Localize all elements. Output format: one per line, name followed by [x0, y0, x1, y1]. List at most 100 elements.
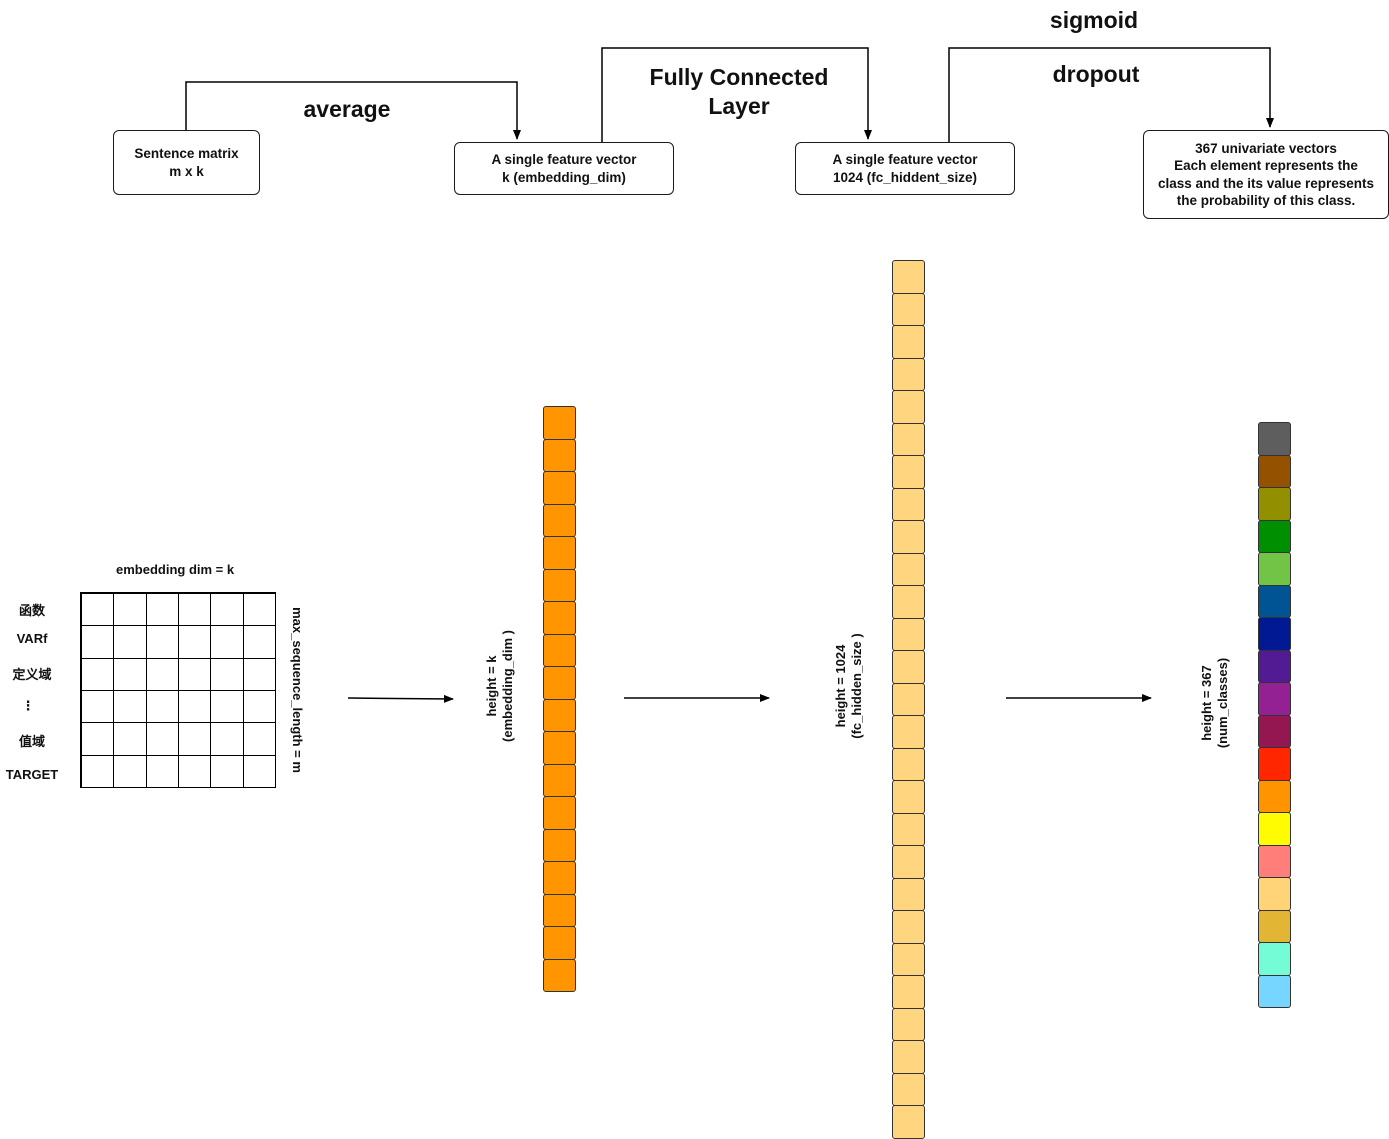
- vector-cell: [892, 487, 925, 521]
- sentence-matrix-line2: m x k: [169, 163, 204, 179]
- vector-cell: [1258, 487, 1291, 521]
- vector-cell: [543, 471, 576, 505]
- classes-vector: [1258, 422, 1291, 1008]
- step-average-label: average: [303, 96, 391, 122]
- vector-cell: [543, 828, 576, 862]
- vector-cell: [543, 958, 576, 992]
- vector-cell: [892, 552, 925, 586]
- matrix-cell: [210, 625, 244, 659]
- matrix-cell: [242, 754, 276, 788]
- vector-cell: [543, 503, 576, 537]
- vector-cell: [543, 601, 576, 635]
- sentence-matrix-box: Sentence matrix m x k: [113, 130, 260, 195]
- matrix-row-label: 值域: [18, 734, 45, 749]
- vector-cell: [892, 292, 925, 326]
- vector-cell: [892, 650, 925, 684]
- vector-cell: [543, 731, 576, 765]
- classes-count-text: (num_classes): [1215, 657, 1230, 749]
- matrix-side-label: max_sequence_length = m: [290, 607, 305, 773]
- vector-cell: [1258, 714, 1291, 748]
- hidden-vector-label: height = 1024 (fc_hidden_size ): [833, 633, 865, 738]
- feature-vector-1024-line2: 1024 (fc_hiddent_size): [832, 169, 978, 185]
- matrix-cell: [81, 690, 115, 724]
- vector-cell: [1258, 974, 1291, 1008]
- fc-connector: [601, 47, 872, 142]
- matrix-cell: [178, 722, 212, 756]
- vector-cell: [543, 406, 576, 440]
- vector-cell: [1258, 844, 1291, 878]
- vector-cell: [892, 715, 925, 749]
- matrix-cell: [210, 657, 244, 691]
- matrix-row-label: 定义域: [12, 667, 52, 682]
- vector-cell: [892, 1105, 925, 1139]
- matrix-cell: [242, 625, 276, 659]
- feature-vector-k-box: A single feature vector k (embedding_dim…: [454, 142, 674, 195]
- hidden-vector: [892, 260, 925, 1139]
- matrix-cell: [242, 657, 276, 691]
- matrix-title: embedding dim = k: [116, 562, 235, 577]
- vector-cell: [892, 682, 925, 716]
- step-dropout-label: dropout: [1052, 61, 1140, 87]
- feature-vector-1024-line1: A single feature vector: [832, 152, 978, 167]
- matrix-row-label: VARf: [16, 631, 48, 646]
- vector-cell: [892, 1007, 925, 1041]
- matrix-row-label: ⋮: [21, 698, 35, 713]
- matrix-cell: [178, 690, 212, 724]
- vector-cell: [1258, 682, 1291, 716]
- matrix-cell: [145, 625, 179, 659]
- matrix-cell: [145, 593, 179, 627]
- step-sigmoid-label: sigmoid: [1049, 7, 1139, 33]
- matrix-cell: [145, 722, 179, 756]
- classes-vector-label: height = 367 (num_classes): [1199, 658, 1231, 748]
- vector-cell: [892, 877, 925, 911]
- flow-arrow-1: [347, 694, 454, 703]
- vector-cell: [1258, 454, 1291, 488]
- matrix-cell: [113, 690, 147, 724]
- matrix-cell: [81, 593, 115, 627]
- matrix-cell: [81, 722, 115, 756]
- step-fc-label: Fully Connected Layer: [649, 64, 829, 119]
- matrix-cell: [81, 657, 115, 691]
- vector-cell: [892, 1040, 925, 1074]
- sentence-matrix-grid: [80, 592, 276, 788]
- vector-cell: [892, 812, 925, 846]
- vector-cell: [892, 357, 925, 391]
- matrix-cell: [178, 625, 212, 659]
- feature-vector-1024-box: A single feature vector 1024 (fc_hiddent…: [795, 142, 1015, 195]
- matrix-cell: [178, 657, 212, 691]
- vector-cell: [892, 260, 925, 294]
- vector-cell: [1258, 812, 1291, 846]
- hidden-height-text: height = 1024: [833, 644, 848, 728]
- vector-cell: [1258, 779, 1291, 813]
- matrix-cell: [242, 690, 276, 724]
- matrix-cell: [178, 754, 212, 788]
- matrix-cell: [242, 722, 276, 756]
- vector-cell: [543, 536, 576, 570]
- matrix-cell: [81, 754, 115, 788]
- embedding-height-text: height = k: [484, 655, 499, 717]
- vector-cell: [543, 926, 576, 960]
- feature-vector-k-line2: k (embedding_dim): [502, 169, 626, 185]
- matrix-row-label: TARGET: [5, 767, 59, 782]
- matrix-cell: [145, 754, 179, 788]
- feature-vector-k-line1: A single feature vector: [491, 152, 637, 167]
- matrix-cell: [113, 625, 147, 659]
- sigmoid-dropout-connector: [948, 47, 1274, 142]
- matrix-cell: [113, 722, 147, 756]
- classes-height-text: height = 367: [1199, 665, 1214, 741]
- vector-cell: [892, 455, 925, 489]
- matrix-cell: [81, 625, 115, 659]
- vector-cell: [892, 617, 925, 651]
- vector-cell: [892, 747, 925, 781]
- vector-cell: [1258, 617, 1291, 651]
- matrix-cell: [113, 754, 147, 788]
- matrix-cell: [113, 657, 147, 691]
- output-vectors-box: 367 univariate vectors Each element repr…: [1143, 130, 1389, 219]
- vector-cell: [892, 910, 925, 944]
- matrix-row-label: 函数: [18, 603, 45, 618]
- vector-cell: [543, 893, 576, 927]
- vector-cell: [543, 438, 576, 472]
- vector-cell: [892, 520, 925, 554]
- output-line4: the probability of this class.: [1176, 193, 1356, 208]
